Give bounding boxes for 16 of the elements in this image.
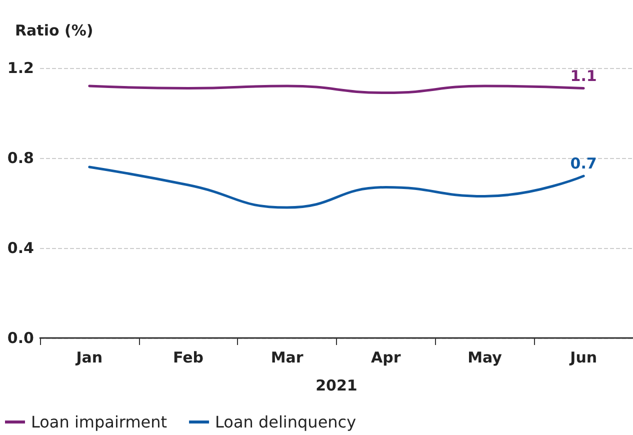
legend-label: Loan impairment — [31, 412, 168, 432]
y-tick-label: 1.2 — [7, 59, 34, 77]
y-tick-label: 0.8 — [7, 149, 34, 167]
y-tick-label: 0.0 — [7, 329, 34, 347]
x-tick-label: Apr — [371, 348, 402, 366]
data-label: 1.1 — [570, 66, 597, 85]
data-label: 0.7 — [570, 154, 597, 172]
legend-label: Loan delinquency — [215, 412, 356, 432]
x-tick-label: Feb — [172, 348, 204, 366]
y-axis-title: Ratio (%) — [15, 22, 94, 40]
y-tick-label: 0.4 — [7, 239, 34, 257]
x-axis-title: 2021 — [316, 376, 358, 394]
x-tick-label: Jan — [75, 348, 103, 366]
x-tick-label: May — [468, 348, 502, 366]
x-tick-label: Mar — [270, 348, 304, 366]
x-tick-label: Jun — [569, 348, 598, 366]
